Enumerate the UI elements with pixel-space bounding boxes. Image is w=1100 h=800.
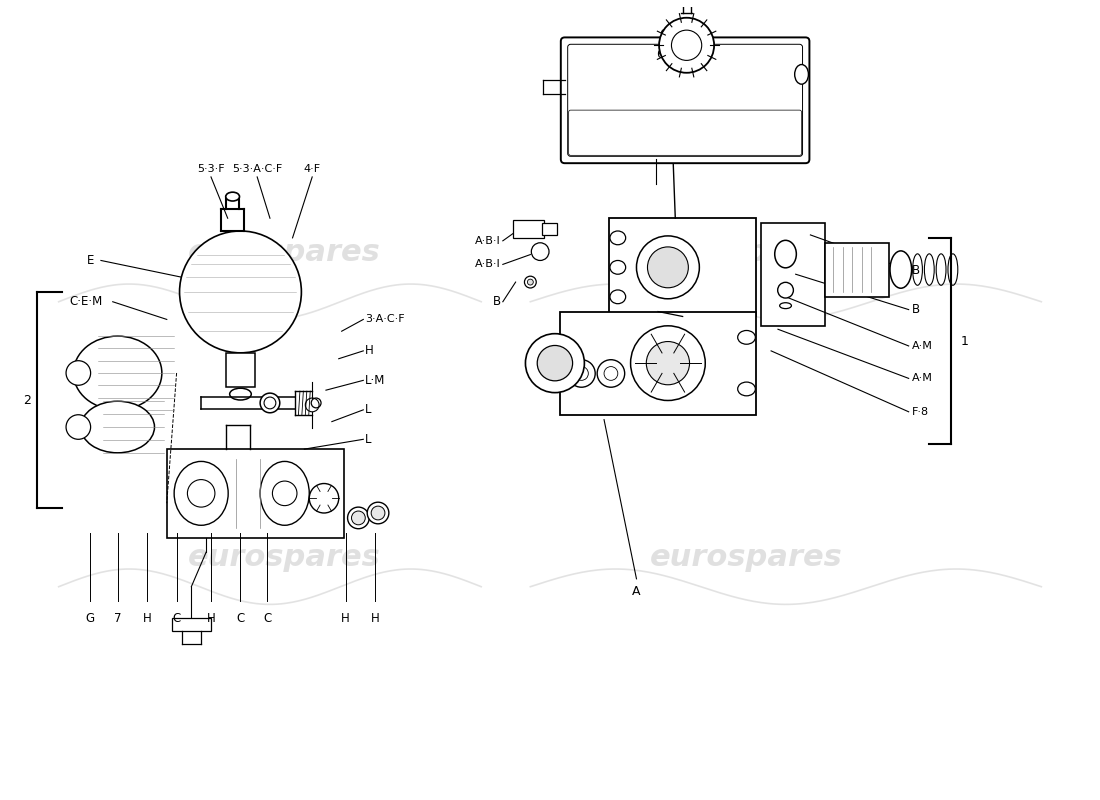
Text: H: H	[365, 344, 374, 358]
Bar	[513, 220, 544, 238]
FancyBboxPatch shape	[561, 38, 810, 163]
Bar	[560, 311, 757, 414]
Ellipse shape	[309, 483, 339, 513]
Text: eurospares: eurospares	[188, 238, 381, 267]
Text: 2: 2	[23, 394, 31, 406]
Circle shape	[537, 346, 573, 381]
Circle shape	[648, 247, 689, 288]
Text: C: C	[263, 612, 271, 625]
Circle shape	[647, 342, 690, 385]
Ellipse shape	[738, 382, 756, 396]
Text: H: H	[207, 612, 216, 625]
Text: G: G	[86, 612, 95, 625]
Text: eurospares: eurospares	[188, 542, 381, 572]
Ellipse shape	[74, 336, 162, 410]
Circle shape	[637, 236, 700, 298]
Text: 6: 6	[659, 28, 667, 41]
Text: A·B·I: A·B·I	[475, 259, 500, 270]
Text: F·8: F·8	[912, 406, 928, 417]
Ellipse shape	[260, 393, 279, 413]
Ellipse shape	[527, 279, 534, 285]
Bar	[167, 449, 343, 538]
Text: A·B·I: A·B·I	[475, 236, 500, 246]
Text: eurospares: eurospares	[650, 542, 843, 572]
Ellipse shape	[226, 192, 240, 201]
Text: A·M: A·M	[912, 341, 933, 351]
Ellipse shape	[174, 462, 228, 526]
Text: E: E	[87, 254, 94, 267]
Ellipse shape	[66, 414, 90, 439]
Circle shape	[659, 18, 714, 73]
Text: B: B	[912, 264, 920, 277]
Ellipse shape	[890, 251, 912, 288]
Ellipse shape	[774, 240, 796, 268]
Ellipse shape	[80, 402, 154, 453]
Text: 4·F: 4·F	[304, 164, 321, 174]
Text: H: H	[371, 612, 380, 625]
Text: 6: 6	[656, 48, 664, 61]
Ellipse shape	[66, 361, 90, 386]
Bar	[825, 242, 889, 297]
Text: 1: 1	[960, 334, 969, 347]
Circle shape	[526, 334, 584, 393]
Ellipse shape	[348, 507, 370, 529]
Ellipse shape	[609, 290, 626, 304]
Ellipse shape	[352, 511, 365, 525]
Text: H: H	[143, 612, 152, 625]
Text: L: L	[365, 403, 372, 416]
Text: C: C	[173, 612, 180, 625]
Bar	[172, 618, 211, 631]
Ellipse shape	[264, 397, 276, 409]
Ellipse shape	[273, 481, 297, 506]
Ellipse shape	[778, 282, 793, 298]
Text: C·E·M: C·E·M	[69, 295, 102, 308]
Ellipse shape	[367, 502, 388, 524]
Ellipse shape	[260, 462, 309, 526]
Circle shape	[568, 360, 595, 387]
Text: A·M: A·M	[912, 374, 933, 383]
Ellipse shape	[525, 276, 536, 288]
Circle shape	[531, 242, 549, 261]
Text: 5·3·A·C·F: 5·3·A·C·F	[232, 164, 283, 174]
Bar	[542, 223, 557, 235]
Ellipse shape	[187, 479, 214, 507]
Bar	[226, 353, 255, 387]
Circle shape	[630, 326, 705, 401]
Circle shape	[597, 360, 625, 387]
Circle shape	[671, 30, 702, 60]
Text: 7: 7	[114, 612, 121, 625]
Text: B: B	[912, 303, 920, 316]
Ellipse shape	[780, 302, 791, 309]
Text: L: L	[365, 433, 372, 446]
Text: H: H	[341, 612, 350, 625]
Ellipse shape	[794, 65, 808, 84]
Text: 5·3·F: 5·3·F	[197, 164, 224, 174]
Ellipse shape	[371, 506, 385, 520]
Text: A: A	[632, 585, 640, 598]
Bar	[761, 223, 825, 326]
Ellipse shape	[230, 388, 251, 400]
Ellipse shape	[609, 261, 626, 274]
Text: B: B	[493, 295, 500, 308]
Text: L·M: L·M	[365, 374, 386, 387]
Text: C: C	[236, 612, 244, 625]
Bar	[609, 218, 757, 317]
Circle shape	[179, 231, 301, 353]
Text: 3·A·C·F: 3·A·C·F	[365, 314, 405, 325]
Ellipse shape	[609, 231, 626, 245]
Text: eurospares: eurospares	[650, 238, 843, 267]
Ellipse shape	[738, 330, 756, 344]
